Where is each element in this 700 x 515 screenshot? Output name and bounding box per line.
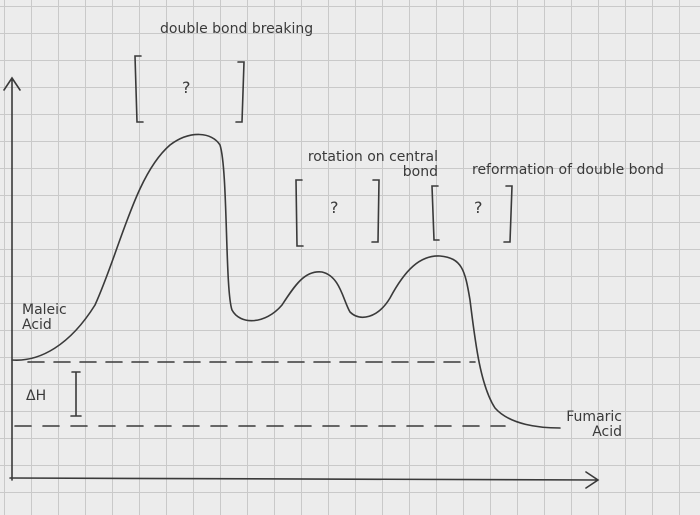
placeholder: ? [182, 78, 191, 97]
placeholder: ? [474, 198, 483, 217]
product-label: Fumaric Acid [566, 409, 622, 440]
bracket [295, 179, 380, 247]
bracket [134, 55, 245, 123]
transition-label: double bond breaking [160, 21, 314, 37]
delta-h-bar [70, 371, 82, 417]
reactant-label: Maleic Acid [22, 302, 67, 333]
energy-curve [11, 133, 561, 429]
placeholder: ? [330, 198, 339, 217]
step-label: reformation of double bond [472, 162, 664, 178]
step-label: rotation on central bond [307, 149, 438, 180]
enthalpy-label: ΔH [26, 388, 47, 404]
x-axis [9, 471, 600, 489]
y-axis [3, 76, 21, 481]
bracket [431, 185, 513, 243]
